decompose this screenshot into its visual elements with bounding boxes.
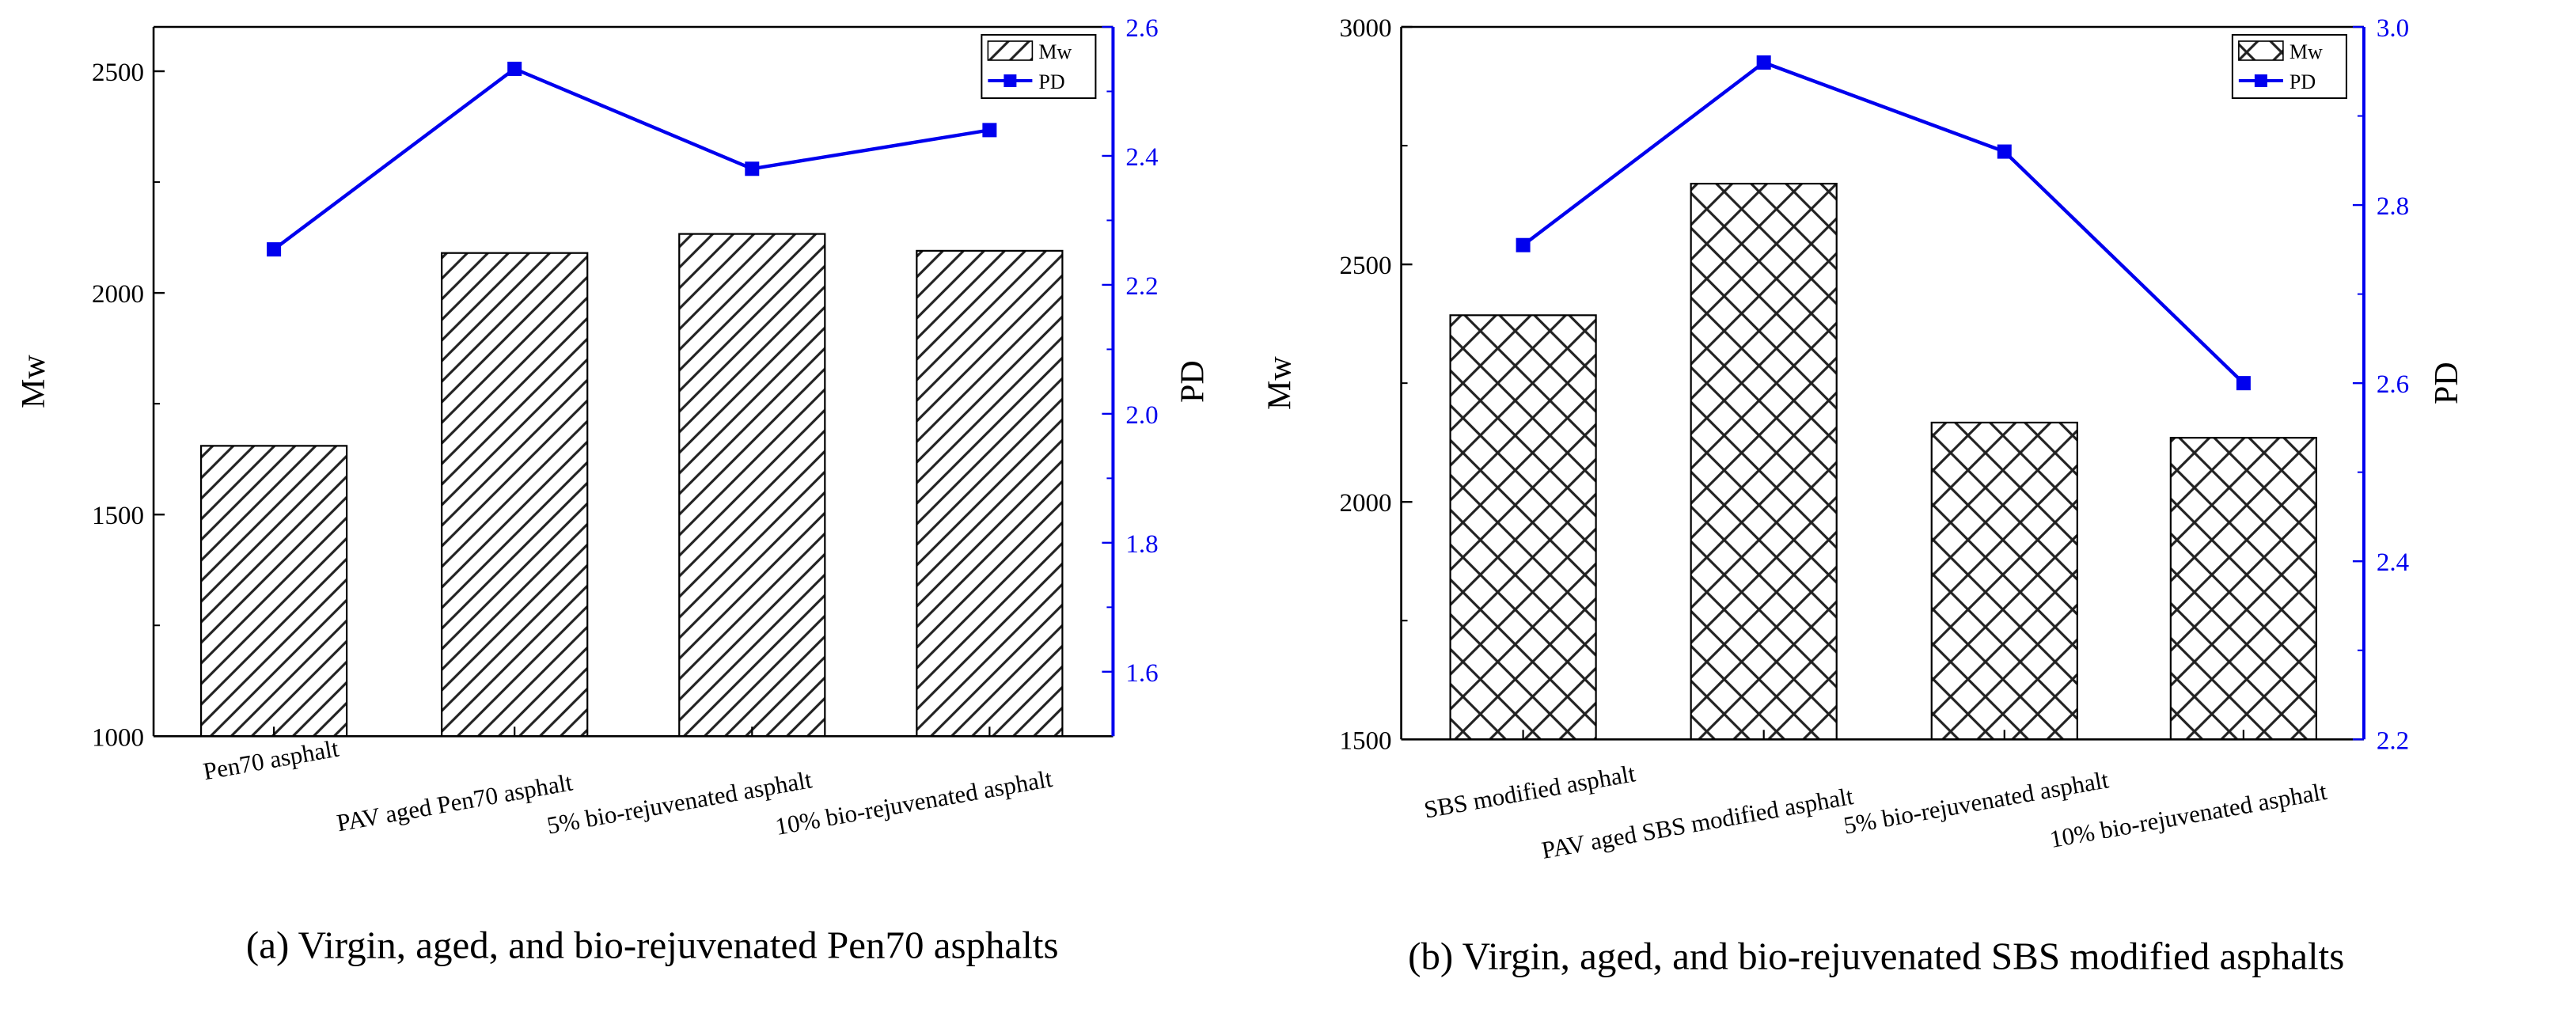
tick-label-left-a: 2500 xyxy=(92,59,144,87)
legend-swatch-mw-a xyxy=(987,40,1034,61)
pd-point-a-3 xyxy=(982,123,997,138)
bar-a-2 xyxy=(678,233,826,738)
tick-label-right-b: 2.2 xyxy=(2377,726,2409,755)
category-label-a-1: PAV aged Pen70 asphalt xyxy=(335,768,575,836)
tick-label-right-b: 3.0 xyxy=(2377,14,2409,43)
category-label-a-3: 10% bio-rejuvenated asphalt xyxy=(773,764,1055,840)
caption-a: (a) Virgin, aged, and bio-rejuvenated Pe… xyxy=(246,923,1059,966)
tick-label-left-b: 1500 xyxy=(1340,726,1392,755)
bar-b-2 xyxy=(1930,421,2078,741)
bar-a-0 xyxy=(199,445,348,738)
tick-label-right-a: 1.8 xyxy=(1125,530,1158,559)
pd-point-a-2 xyxy=(745,161,760,176)
pd-line-a xyxy=(272,66,990,251)
tick-label-right-a: 2.6 xyxy=(1125,14,1158,43)
tick-label-right-a: 1.6 xyxy=(1125,659,1158,688)
tick-label-right-b: 2.6 xyxy=(2377,370,2409,399)
pd-point-a-1 xyxy=(507,61,522,76)
pd-point-b-2 xyxy=(1997,144,2012,159)
legend-label-mw-a: Mw xyxy=(1038,40,1072,63)
tick-label-left-b: 2000 xyxy=(1340,489,1392,518)
caption-b: (b) Virgin, aged, and bio-rejuvenated SB… xyxy=(1408,934,2344,977)
plot-a: 1000 1500 2000 2500 1.6 1.8 2.0 2.2 2.4 2.6 Mw PD Pe… xyxy=(16,14,1211,966)
y-axis-label-left-b: Mw xyxy=(1262,356,1299,410)
tick-label-left-a: 2000 xyxy=(92,280,144,309)
plot-b: 1500 2000 2500 3000 2.2 2.4 2.6 2.8 3.0 Mw PD SBS m… xyxy=(1262,14,2465,977)
tick-label-left-a: 1500 xyxy=(92,502,144,530)
pd-point-b-0 xyxy=(1516,237,1531,252)
pd-point-b-3 xyxy=(2236,376,2251,391)
legend-marker-pd-a xyxy=(1003,74,1017,88)
tick-label-right-a: 2.2 xyxy=(1125,272,1158,301)
legend-label-pd-a: PD xyxy=(1038,70,1064,93)
tick-label-left-b: 3000 xyxy=(1340,14,1392,43)
y-axis-label-right-a: PD xyxy=(1174,360,1211,403)
tick-label-right-b: 2.4 xyxy=(2377,548,2409,577)
pd-point-a-0 xyxy=(267,242,282,257)
legend-swatch-mw-b xyxy=(2238,40,2284,61)
legend-label-pd-b: PD xyxy=(2290,70,2316,93)
bar-a-1 xyxy=(441,252,589,738)
bar-a-3 xyxy=(916,249,1064,738)
category-label-b-0: SBS modified asphalt xyxy=(1422,759,1638,823)
tick-label-left-b: 2500 xyxy=(1340,252,1392,280)
bar-b-3 xyxy=(2169,437,2317,741)
tick-label-left-a: 1000 xyxy=(92,723,144,752)
chart-panel-b: 1500 2000 2500 3000 2.2 2.4 2.6 2.8 3.0 Mw PD SBS m… xyxy=(1262,14,2465,977)
legend-marker-pd-b xyxy=(2254,74,2267,88)
tick-label-right-b: 2.8 xyxy=(2377,192,2409,221)
tick-label-right-a: 2.4 xyxy=(1125,143,1158,172)
category-label-a-0: Pen70 asphalt xyxy=(201,734,341,786)
y-axis-label-left-a: Mw xyxy=(16,355,52,408)
bar-b-0 xyxy=(1449,314,1597,741)
pd-line-b xyxy=(1522,60,2245,385)
chart-panel-a: 1000 1500 2000 2500 1.6 1.8 2.0 2.2 2.4 2.6 Mw PD Pe… xyxy=(16,14,1211,966)
category-label-a-2: 5% bio-rejuvenated asphalt xyxy=(544,765,814,839)
legend-label-mw-b: Mw xyxy=(2290,40,2323,63)
pd-point-b-1 xyxy=(1756,55,1771,70)
tick-label-right-a: 2.0 xyxy=(1125,401,1158,430)
bar-b-1 xyxy=(1690,182,1838,741)
y-axis-label-right-b: PD xyxy=(2429,362,2465,404)
